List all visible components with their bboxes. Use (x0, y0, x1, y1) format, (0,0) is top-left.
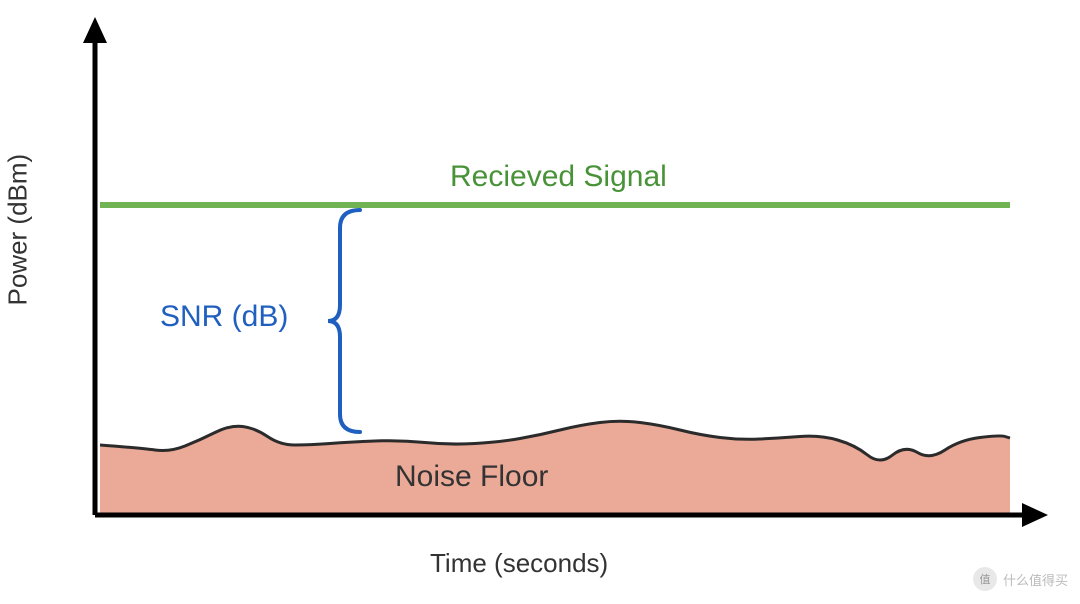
watermark: 值 什么值得买 (973, 567, 1068, 591)
snr-label: SNR (dB) (160, 300, 288, 334)
watermark-text: 什么值得买 (1003, 570, 1068, 589)
x-axis-arrowhead (1022, 503, 1048, 527)
y-axis-arrowhead (83, 17, 107, 43)
noise-floor-label: Noise Floor (395, 460, 548, 494)
noise-floor-area (100, 421, 1010, 515)
snr-diagram: Power (dBm) Time (seconds) Recieved Sign… (0, 0, 1080, 599)
y-axis-label: Power (dBm) (3, 154, 34, 306)
snr-brace (328, 210, 360, 432)
received-signal-label: Recieved Signal (450, 160, 667, 194)
watermark-badge: 值 (973, 567, 997, 591)
x-axis-label: Time (seconds) (430, 548, 608, 579)
